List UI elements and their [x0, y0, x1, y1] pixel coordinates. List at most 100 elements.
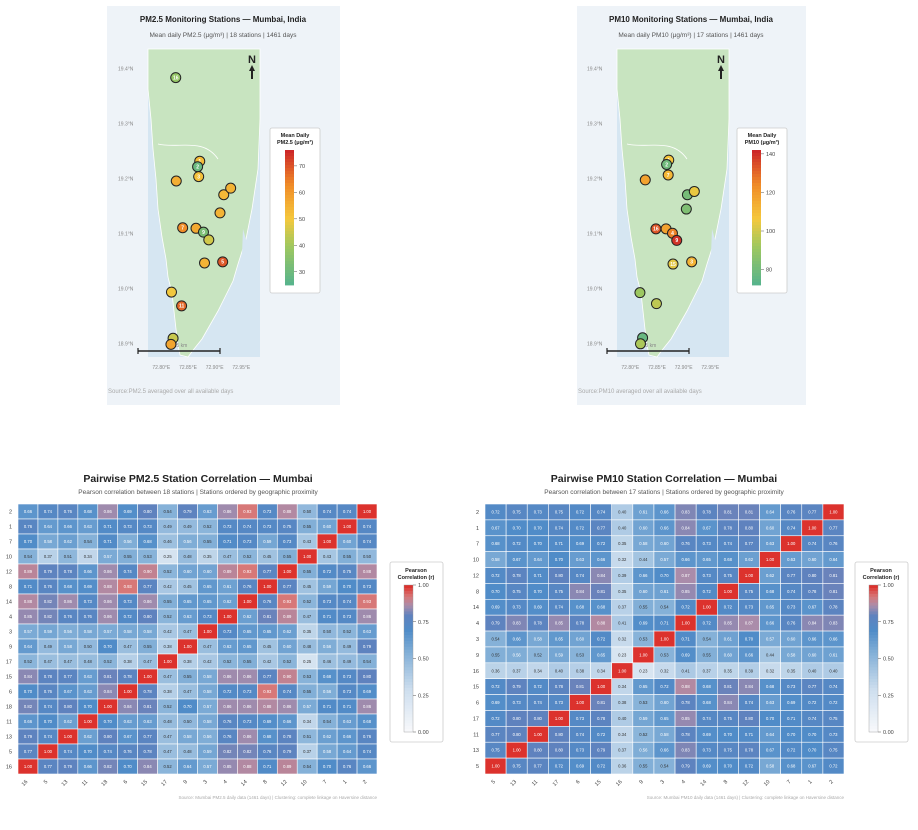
- heatmap-cell-value: 0.63: [787, 557, 796, 562]
- heatmap-cell-value: 0.80: [745, 525, 754, 530]
- station-marker: [662, 169, 674, 181]
- heatmap-cell-value: 0.52: [164, 569, 173, 574]
- colorbar-segment: [752, 282, 761, 286]
- colorbar-segment: [404, 673, 413, 677]
- heatmap-cell-value: 0.73: [144, 524, 153, 529]
- heatmap-cell-value: 0.73: [703, 541, 712, 546]
- map-subtitle: Mean daily PM2.5 (μg/m³) | 18 stations |…: [150, 32, 298, 39]
- heatmap-cell-value: 0.73: [745, 605, 754, 610]
- heatmap-cell-value: 0.87: [682, 573, 691, 578]
- station-id-label: 7: [667, 173, 670, 179]
- heatmap-cell-value: 0.60: [660, 700, 669, 705]
- row-label: 11: [6, 720, 12, 726]
- heatmap-cell-value: 0.79: [491, 621, 500, 626]
- colorbar-tick-label: 40: [299, 243, 305, 249]
- heatmap-cell-value: 0.74: [808, 716, 817, 721]
- column-label: 3: [202, 779, 208, 785]
- heatmap-source: Source: Mumbai PM2.5 daily data (1461 da…: [178, 795, 377, 800]
- heatmap-cell-value: 0.75: [829, 716, 838, 721]
- heatmap-subtitle: Pearson correlation between 18 stations …: [78, 489, 318, 496]
- map-subtitle: Mean daily PM10 (μg/m³) | 17 stations | …: [618, 32, 764, 39]
- colorbar-segment: [752, 186, 761, 190]
- colorbar-segment: [285, 174, 294, 178]
- heatmap-cell-value: 0.70: [104, 719, 113, 724]
- heatmap-cell-value: 0.86: [223, 704, 232, 709]
- lon-tick-label: 72.85°E: [179, 365, 198, 371]
- heatmap-cell-value: 0.76: [787, 621, 796, 626]
- heatmap-cell-value: 0.84: [597, 573, 606, 578]
- colorbar-segment: [869, 620, 878, 624]
- heatmap-cell-value: 0.37: [513, 668, 522, 673]
- heatmap-cell-value: 0.47: [203, 644, 212, 649]
- heatmap-cell-value: 0.89: [24, 569, 33, 574]
- heatmap-cell-value: 0.23: [639, 668, 648, 673]
- heatmap-cell-value: 0.76: [44, 584, 53, 589]
- heatmap-cell-value: 0.87: [745, 621, 754, 626]
- heatmap-cell-value: 0.82: [44, 599, 53, 604]
- harbour-area: [707, 229, 729, 357]
- colorbar-segment: [285, 246, 294, 250]
- heatmap-cell-value: 0.64: [44, 524, 53, 529]
- heatmap-cell-value: 0.52: [303, 599, 312, 604]
- heatmap-cell-value: 0.45: [263, 554, 272, 559]
- heatmap-cell-value: 0.76: [44, 689, 53, 694]
- heatmap-cell-value: 0.68: [724, 557, 733, 562]
- row-label: 1: [476, 526, 479, 532]
- colorbar-segment: [869, 658, 878, 662]
- heatmap-cell-value: 0.72: [808, 700, 817, 705]
- colorbar-segment: [404, 617, 413, 621]
- heatmap-cell-value: 0.76: [24, 524, 33, 529]
- heatmap-cell-value: 0.75: [724, 716, 733, 721]
- heatmap-cell-value: 1.00: [164, 659, 173, 664]
- heatmap-cell-value: 0.71: [223, 539, 232, 544]
- heatmap-cell-value: 0.65: [639, 684, 648, 689]
- heatmap-cell-value: 0.68: [576, 605, 585, 610]
- heatmap-cell-value: 0.65: [263, 629, 272, 634]
- colorbar-segment: [404, 699, 413, 703]
- station-id-label: 11: [179, 304, 185, 310]
- heatmap-subtitle: Pearson correlation between 17 stations …: [544, 489, 784, 496]
- heatmap-cell-value: 0.74: [703, 716, 712, 721]
- heatmap-cell-value: 0.86: [104, 569, 113, 574]
- heatmap-cell-value: 0.69: [491, 700, 500, 705]
- colorbar-title: PM2.5 (μg/m³): [277, 139, 313, 146]
- heatmap-cell-value: 0.68: [263, 734, 272, 739]
- column-label: 9: [183, 779, 189, 785]
- heatmap-cell-value: 0.77: [829, 525, 838, 530]
- heatmap-cell-value: 0.80: [555, 573, 564, 578]
- colorbar-segment: [404, 634, 413, 639]
- colorbar-segment: [404, 714, 413, 718]
- colorbar-segment: [752, 234, 761, 238]
- heatmap-cell-value: 0.40: [808, 668, 817, 673]
- colorbar-segment: [869, 690, 878, 695]
- colorbar-segment: [285, 210, 294, 214]
- heatmap-cell-value: 0.56: [513, 652, 522, 657]
- heatmap-cell-value: 0.81: [144, 704, 153, 709]
- station-marker: [680, 203, 692, 215]
- lat-tick-label: 19.4°N: [118, 66, 134, 72]
- heatmap-cell-value: 1.00: [203, 629, 212, 634]
- heatmap-cell-value: 0.73: [513, 605, 522, 610]
- heatmap-cell-value: 0.37: [618, 605, 627, 610]
- heatmap-cell-value: 0.73: [534, 509, 543, 514]
- heatmap-cell-value: 0.86: [243, 734, 252, 739]
- heatmap-cell-value: 0.68: [703, 684, 712, 689]
- colorbar-segment: [404, 684, 413, 689]
- station-id-label: 3: [197, 174, 200, 180]
- colorbar-segment: [752, 210, 761, 214]
- heatmap-cell-value: 0.66: [660, 748, 669, 753]
- heatmap-cell-value: 0.62: [64, 539, 73, 544]
- column-label: 15: [140, 779, 149, 788]
- heatmap-cell-value: 1.00: [24, 764, 33, 769]
- heatmap-cell-value: 0.80: [745, 716, 754, 721]
- colorbar-tick-label: 1.00: [418, 583, 429, 589]
- heatmap-cell-value: 0.54: [363, 659, 372, 664]
- heatmap-cell-value: 1.00: [263, 584, 272, 589]
- heatmap-cell-value: 1.00: [660, 637, 669, 642]
- heatmap-cell-value: 0.37: [303, 749, 312, 754]
- station-marker: [199, 257, 211, 269]
- heatmap-cell-value: 0.50: [183, 719, 192, 724]
- heatmap-cell-value: 0.63: [183, 614, 192, 619]
- source-note: Source:PM10 averaged over all available …: [578, 389, 702, 395]
